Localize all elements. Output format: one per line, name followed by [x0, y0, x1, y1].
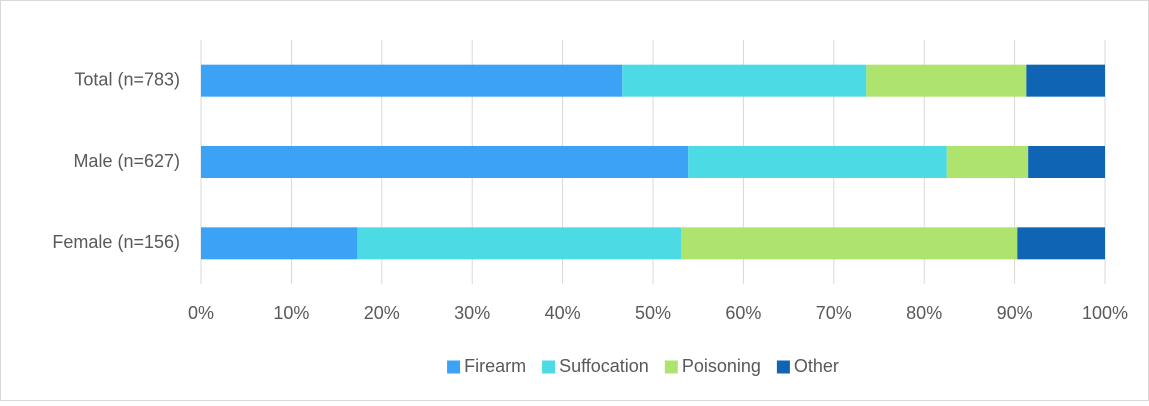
y-tick-label: Female (n=156): [52, 232, 180, 252]
legend-swatch: [776, 360, 790, 374]
bar-segment: [1028, 146, 1105, 178]
bar-segment: [688, 146, 947, 178]
x-tick-label: 20%: [364, 303, 400, 323]
x-tick-label: 40%: [545, 303, 581, 323]
x-tick-label: 90%: [997, 303, 1033, 323]
legend-swatch: [447, 360, 461, 374]
bar-segment: [622, 64, 867, 97]
legend-label: Suffocation: [559, 356, 649, 376]
x-tick-label: 70%: [816, 303, 852, 323]
bar-segment: [681, 227, 1018, 260]
x-tick-label: 60%: [725, 303, 761, 323]
legend-label: Firearm: [464, 356, 526, 376]
x-tick-label: 50%: [635, 303, 671, 323]
bar-segment: [357, 227, 682, 260]
legend-swatch: [664, 360, 678, 374]
x-tick-label: 80%: [906, 303, 942, 323]
bar-segment: [866, 64, 1027, 97]
x-tick-label: 30%: [454, 303, 490, 323]
legend-label: Other: [794, 356, 839, 376]
bar-segment: [201, 64, 623, 97]
x-tick-label: 100%: [1082, 303, 1128, 323]
bar-segment: [946, 146, 1029, 178]
bar-segment: [201, 146, 689, 178]
bar-segment: [1026, 64, 1105, 97]
x-tick-label: 0%: [188, 303, 214, 323]
x-tick-label: 10%: [273, 303, 309, 323]
bar-segment: [1017, 227, 1105, 260]
y-tick-label: Total (n=783): [74, 69, 180, 89]
bar-segment: [201, 227, 358, 260]
y-tick-label: Male (n=627): [73, 151, 180, 171]
legend-swatch: [542, 360, 556, 374]
legend-label: Poisoning: [682, 356, 761, 376]
